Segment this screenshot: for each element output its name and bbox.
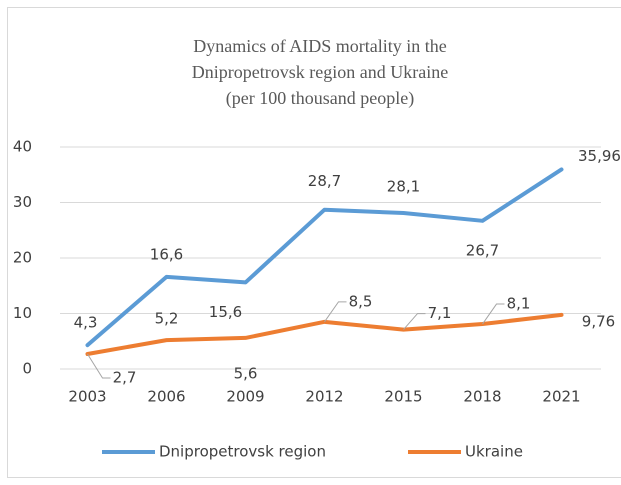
chart-title: Dynamics of AIDS mortality in the: [193, 36, 446, 56]
data-label: 9,76: [582, 312, 615, 330]
data-label: 7,1: [428, 304, 452, 322]
data-label: 15,6: [209, 303, 242, 321]
x-tick-label: 2003: [68, 388, 106, 406]
y-tick-label: 40: [13, 138, 32, 156]
data-label: 28,1: [387, 178, 420, 196]
leader-line: [324, 301, 347, 323]
data-label: 4,3: [74, 314, 98, 332]
leader-line: [482, 303, 505, 325]
legend-label: Ukraine: [465, 443, 523, 461]
legend-label: Dnipropetrovsk region: [159, 443, 326, 461]
y-tick-label: 30: [13, 193, 32, 211]
data-label: 26,7: [466, 241, 499, 259]
data-label: 35,96: [578, 147, 621, 165]
x-tick-label: 2015: [384, 388, 422, 406]
data-label: 8,5: [349, 292, 373, 310]
data-label: 16,6: [150, 245, 183, 263]
line: [85, 167, 564, 348]
data-label: 28,7: [308, 172, 341, 190]
x-tick-label: 2021: [542, 388, 580, 406]
y-tick-label: 0: [22, 360, 32, 378]
data-label: 5,2: [155, 310, 179, 328]
data-label: 8,1: [507, 295, 531, 313]
x-tick-label: 2009: [226, 388, 264, 406]
y-tick-label: 20: [13, 249, 32, 267]
chart-title: Dnipropetrovsk region and Ukraine: [192, 62, 448, 82]
x-tick-label: 2006: [147, 388, 185, 406]
data-label: 2,7: [113, 369, 137, 387]
y-tick-label: 10: [13, 304, 32, 322]
chart-border: [7, 7, 621, 478]
leader-line: [87, 353, 111, 379]
leader-line: [403, 313, 426, 330]
x-tick-label: 2012: [305, 388, 343, 406]
x-tick-label: 2018: [463, 388, 501, 406]
data-label: 5,6: [234, 364, 258, 382]
chart-title: (per 100 thousand people): [226, 88, 414, 109]
